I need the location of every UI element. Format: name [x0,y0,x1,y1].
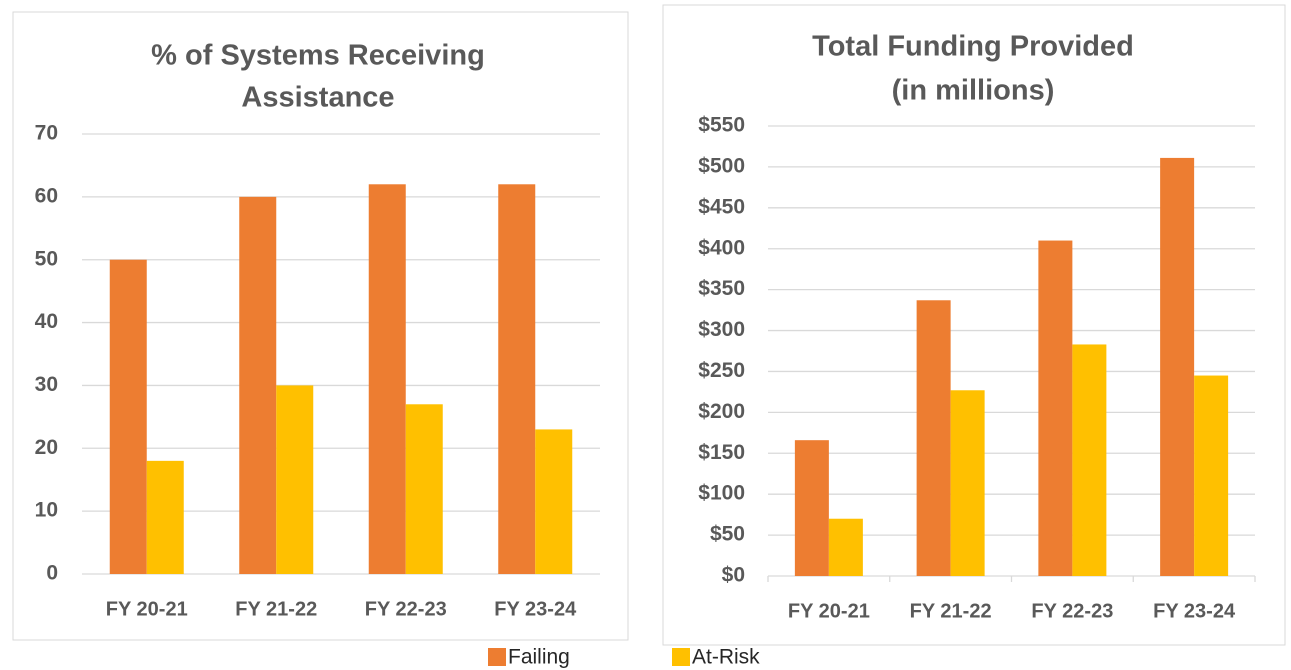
bar [1072,344,1107,576]
y-tick-label: $300 [698,318,745,341]
bar [916,300,951,576]
legend-label: At-Risk [692,646,760,669]
bar [1038,240,1073,576]
bar [109,259,147,574]
bar [950,390,985,576]
x-tick-label: FY 22-23 [1031,600,1113,622]
y-tick-label: 70 [35,122,58,145]
bar [535,429,573,574]
bar [498,184,536,575]
x-tick-label: FY 21-22 [235,598,317,620]
panel [12,11,629,641]
y-tick-label: 30 [35,373,58,396]
legend-swatch [672,648,690,666]
bar [405,404,443,574]
y-tick-label: $400 [698,236,745,259]
bar [1160,157,1195,576]
y-tick-label: $200 [698,400,745,423]
y-tick-label: 50 [35,247,58,270]
bar [146,460,184,574]
bar [368,184,406,575]
y-tick-label: $350 [698,277,745,300]
chart-title: (in millions) [892,75,1055,107]
y-tick-label: $450 [698,195,745,218]
chart-title: % of Systems Receiving [151,40,485,72]
legend-label: Failing [508,646,570,669]
bar [828,518,863,576]
bar [1194,375,1229,576]
y-tick-label: 20 [35,436,58,459]
y-tick-label: $550 [698,114,745,137]
y-tick-label: $500 [698,154,745,177]
y-tick-label: $250 [698,359,745,382]
x-tick-label: FY 20-21 [788,600,870,622]
x-tick-label: FY 23-24 [494,598,577,620]
y-tick-label: 60 [35,184,58,207]
chart-title: Assistance [241,82,394,114]
y-tick-label: 10 [35,499,58,522]
bar [239,196,277,574]
y-tick-label: $0 [722,564,745,587]
y-tick-label: $100 [698,482,745,505]
legend-swatch [488,648,506,666]
x-tick-label: FY 20-21 [106,598,188,620]
bar [794,440,829,576]
y-tick-label: 40 [35,310,58,333]
y-tick-label: $50 [710,523,745,546]
y-tick-label: $150 [698,441,745,464]
chart-title: Total Funding Provided [812,31,1134,63]
bar [276,385,314,574]
x-tick-label: FY 22-23 [365,598,447,620]
x-tick-label: FY 23-24 [1153,600,1236,622]
panel [662,4,1286,646]
y-tick-label: 0 [46,562,58,585]
x-tick-label: FY 21-22 [910,600,992,622]
